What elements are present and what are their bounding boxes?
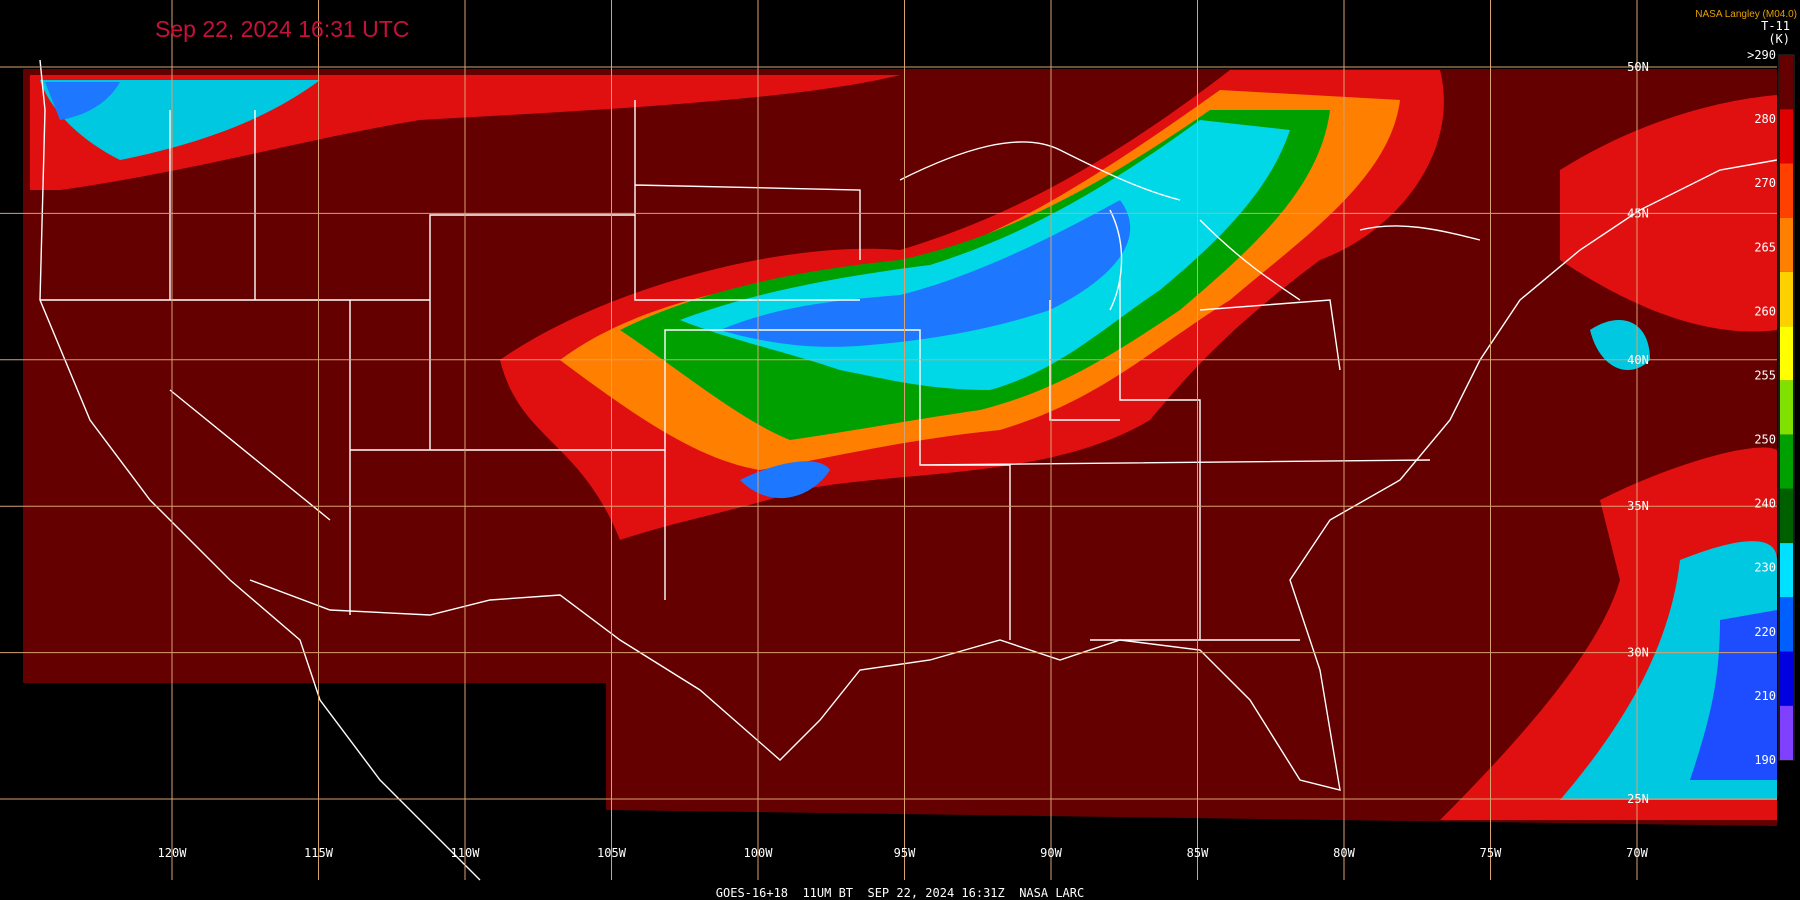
colorbar-segment	[1780, 434, 1793, 489]
geographic-outlines	[39, 59, 1778, 881]
longitude-label: 75W	[1480, 846, 1502, 860]
colorbar-label: 230	[1754, 561, 1776, 575]
colorbar-unit: (K)	[1768, 32, 1790, 46]
colorbar-label: 220	[1754, 625, 1776, 639]
longitude-label: 110W	[451, 846, 481, 860]
latitude-label: 25N	[1627, 792, 1649, 806]
colorbar-label: 250	[1754, 433, 1776, 447]
longitude-label: 115W	[304, 846, 334, 860]
longitude-label: 70W	[1626, 846, 1648, 860]
timestamp-title: Sep 22, 2024 16:31 UTC	[155, 16, 409, 42]
longitude-label: 90W	[1040, 846, 1062, 860]
cloud-field	[30, 70, 1777, 820]
colorbar-label: 280	[1754, 112, 1776, 126]
longitude-label: 85W	[1187, 846, 1209, 860]
colorbar-segment	[1780, 705, 1793, 760]
colorbar-label: 240	[1754, 497, 1776, 511]
credit: NASA Langley (M04.0)	[1695, 9, 1797, 20]
latitude-label: 50N	[1627, 60, 1649, 74]
colorbar-label: 265	[1754, 240, 1776, 254]
grid-labels: 120W 115W 110W 105W 100W 95W 90W 85W 80W 75W 70W 50…	[158, 60, 1649, 860]
latitude-label: 35N	[1627, 499, 1649, 513]
colorbar-segment	[1780, 597, 1793, 652]
colorbar-label: 190	[1754, 753, 1776, 767]
colorbar-label: 270	[1754, 176, 1776, 190]
longitude-label: 100W	[744, 846, 774, 860]
colorbar-label: 260	[1754, 304, 1776, 318]
colorbar-title: T-11	[1761, 19, 1790, 33]
colorbar-segment	[1780, 380, 1793, 435]
colorbar-segment	[1780, 326, 1793, 381]
longitude-label: 80W	[1333, 846, 1355, 860]
longitude-label: 105W	[597, 846, 627, 860]
colorbar-label: >290	[1747, 48, 1776, 62]
colorbar-segment	[1780, 271, 1793, 327]
latitude-label: 30N	[1627, 646, 1649, 660]
latitude-label: 45N	[1627, 206, 1649, 220]
colorbar-segment	[1780, 651, 1793, 706]
colorbar-label: 255	[1754, 368, 1776, 382]
colorbar-segment	[1780, 163, 1793, 218]
colorbar-segment	[1780, 488, 1793, 544]
colorbar-label: 210	[1754, 689, 1776, 703]
colorbar-segment	[1780, 109, 1793, 164]
latitude-label: 40N	[1627, 353, 1649, 367]
footer: GOES-16+18 11UM BT SEP 22, 2024 16:31Z N…	[716, 886, 1084, 900]
longitude-label: 95W	[894, 846, 916, 860]
longitude-label: 120W	[158, 846, 188, 860]
colorbar-segment	[1780, 217, 1793, 272]
lat-lon-grid	[0, 0, 1777, 880]
colorbar-segment	[1780, 55, 1793, 110]
colorbar: >290 280 270 265 260 255 250 240 230 220 210 190	[1747, 48, 1795, 767]
colorbar-segment	[1780, 543, 1793, 598]
